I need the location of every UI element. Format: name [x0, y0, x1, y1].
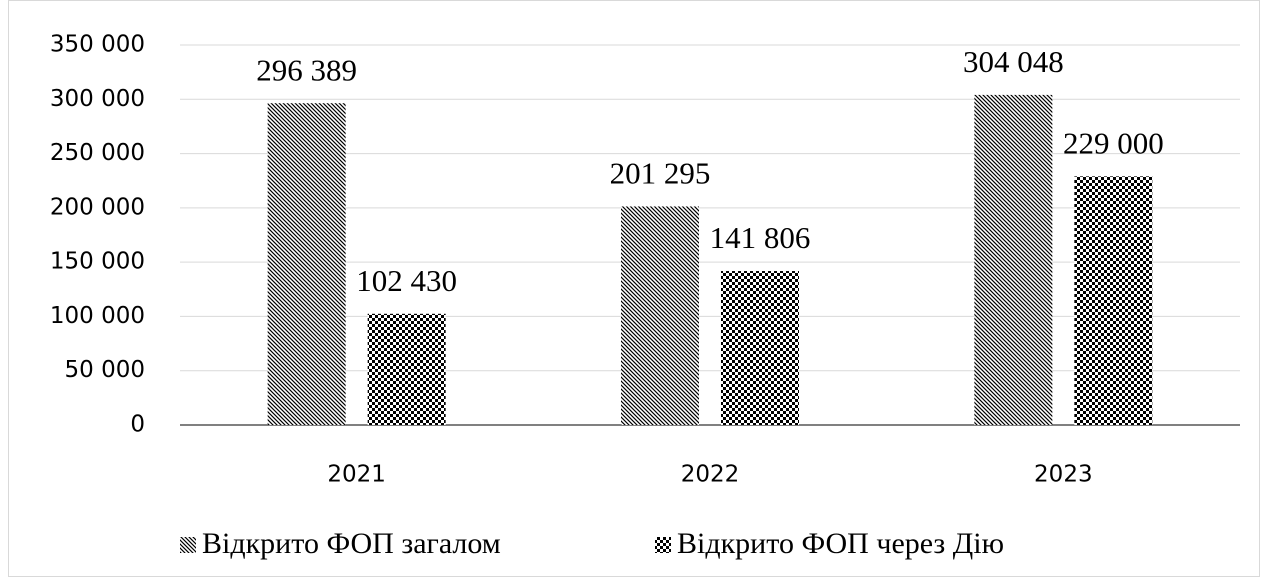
value-label: 102 430 [356, 263, 457, 298]
legend-label: Відкрито ФОП загалом [202, 527, 501, 560]
y-tick-label: 350 000 [50, 32, 145, 58]
legend-label: Відкрито ФОП через Дію [677, 527, 1004, 560]
bar [721, 271, 799, 425]
value-label: 304 048 [963, 44, 1064, 79]
value-label: 141 806 [710, 220, 811, 255]
value-label: 296 389 [256, 52, 357, 87]
y-tick-label: 50 000 [65, 357, 145, 383]
bar [974, 94, 1053, 425]
value-label: 201 295 [610, 156, 711, 191]
bar [267, 103, 346, 425]
bar [1074, 176, 1153, 425]
x-tick-label: 2023 [1034, 462, 1093, 488]
bar [621, 206, 699, 425]
legend-swatch [180, 537, 196, 553]
x-tick-label: 2021 [327, 462, 386, 488]
y-tick-label: 300 000 [50, 86, 145, 112]
legend-swatch [655, 537, 671, 553]
y-tick-label: 100 000 [50, 303, 145, 329]
y-tick-label: 0 [130, 412, 145, 438]
x-tick-label: 2022 [681, 462, 740, 488]
value-label: 229 000 [1063, 125, 1164, 160]
y-tick-label: 150 000 [50, 249, 145, 275]
y-tick-label: 200 000 [50, 194, 145, 220]
bar [367, 313, 446, 425]
y-tick-label: 250 000 [50, 140, 145, 166]
